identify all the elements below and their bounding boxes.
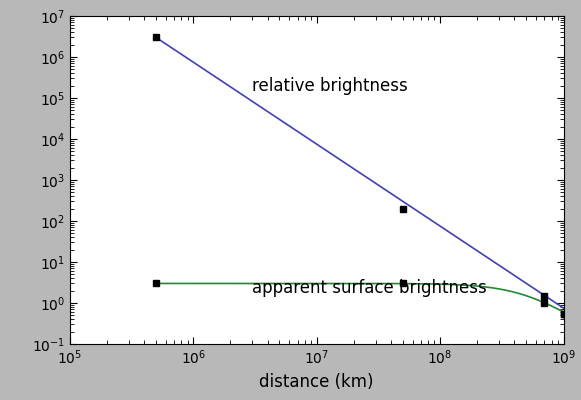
Text: relative brightness: relative brightness	[252, 77, 408, 95]
Text: apparent surface brightness: apparent surface brightness	[252, 278, 487, 296]
X-axis label: distance (km): distance (km)	[259, 373, 374, 391]
